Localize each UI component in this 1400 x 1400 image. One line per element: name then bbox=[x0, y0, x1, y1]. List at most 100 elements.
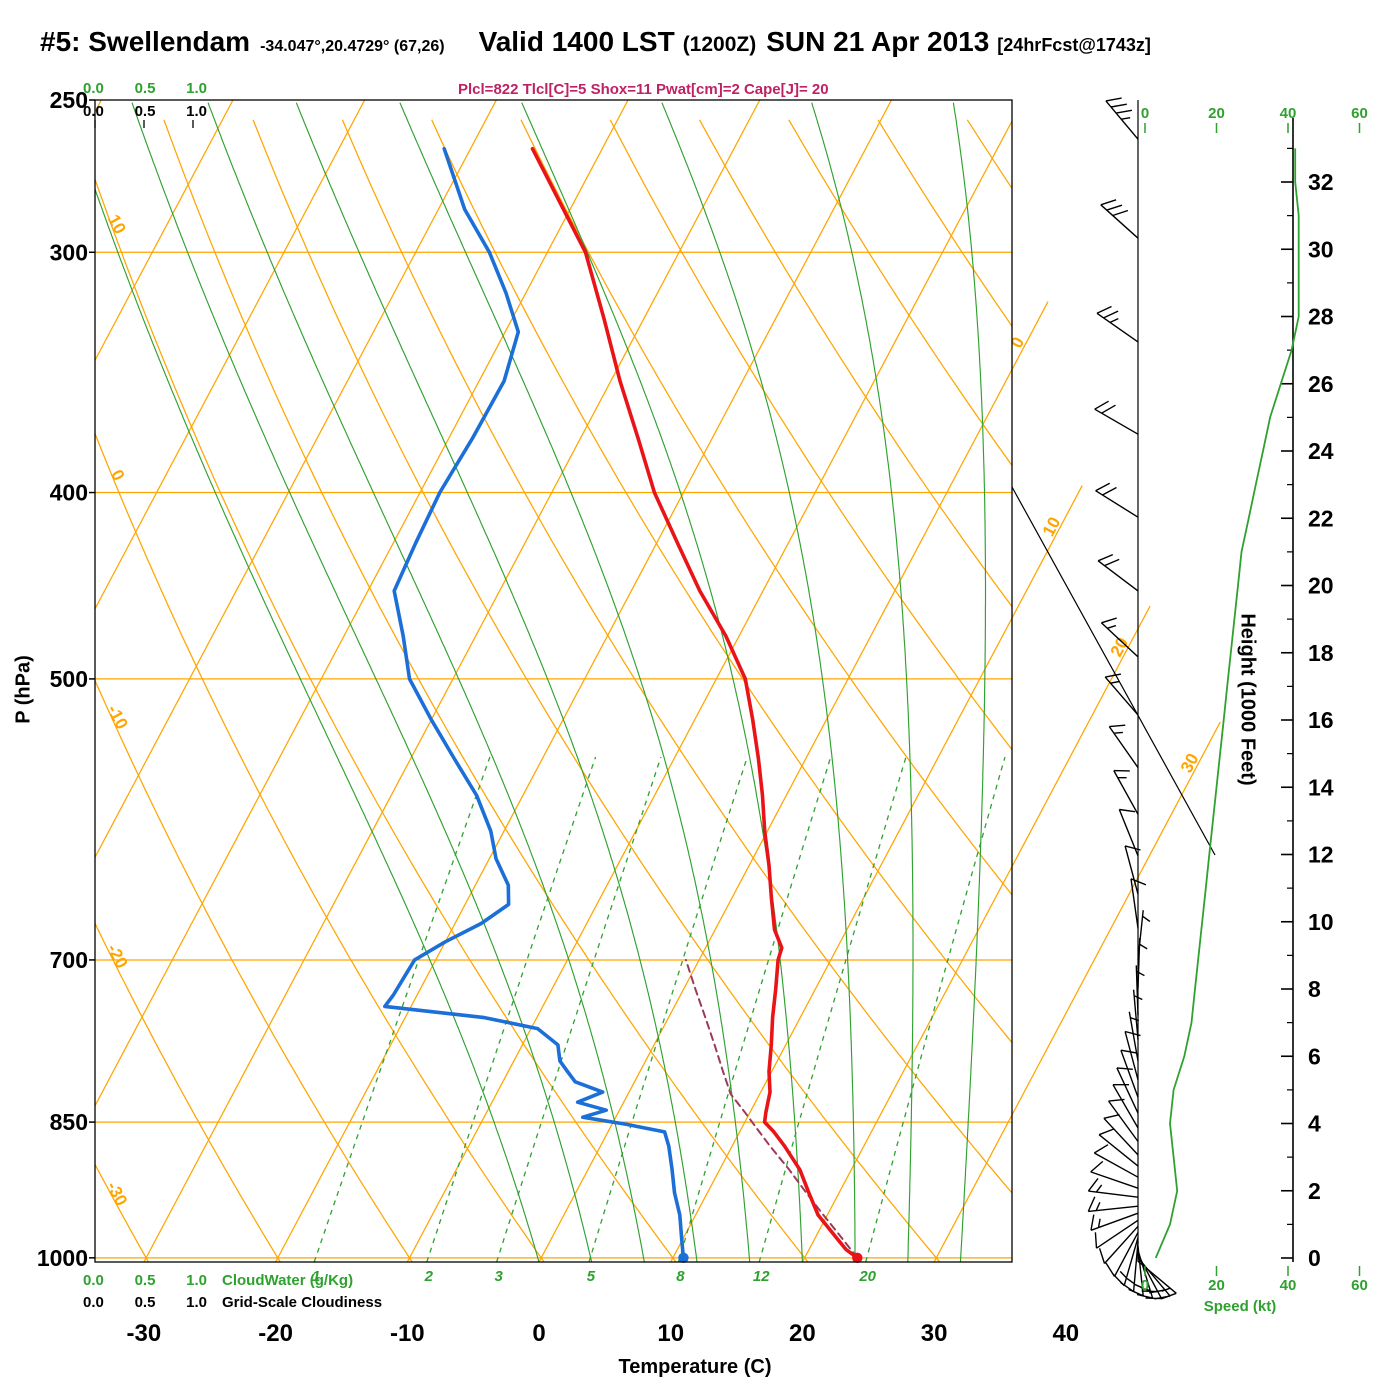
cloudiness-scale-top: 0.0 0.5 1.0 bbox=[83, 103, 207, 120]
wind-barb bbox=[1090, 1212, 1139, 1231]
moist-adiabat-line bbox=[952, 102, 987, 1262]
isotherm-line bbox=[801, 865, 1012, 1262]
wind-barb bbox=[1087, 1177, 1139, 1198]
moist-adiabat-line bbox=[521, 102, 803, 1262]
speed-tick-label: 20 bbox=[1208, 105, 1225, 122]
wind-barb bbox=[1132, 989, 1143, 1040]
moist-adiabat-line bbox=[131, 102, 593, 1262]
speed-tick-label: 0 bbox=[1141, 1277, 1149, 1294]
wind-barb bbox=[1100, 617, 1139, 658]
cloudiness-axis-label: Grid-Scale Cloudiness bbox=[222, 1294, 383, 1311]
height-tick-label: 26 bbox=[1308, 371, 1334, 397]
wind-barb bbox=[1124, 845, 1141, 895]
mixing-ratio-label: 12 bbox=[753, 1268, 770, 1285]
mixing-ratio-label: 8 bbox=[676, 1268, 685, 1285]
wind-barb bbox=[1090, 1160, 1139, 1189]
dry-adiabat-line bbox=[788, 119, 1012, 467]
cloudiness-scale-bottom: 0.0 0.5 1.0 bbox=[83, 1294, 207, 1311]
wind-barb bbox=[1103, 1114, 1139, 1156]
cloudiness-tick: 0.0 bbox=[83, 103, 104, 120]
height-tick-label: 24 bbox=[1308, 438, 1334, 464]
moist-adiabat-line bbox=[1013, 103, 1076, 1262]
stability-indices-line: Plcl=822 Tlcl[C]=5 Shox=11 Pwat[cm]=2 Ca… bbox=[458, 81, 829, 98]
temperature-tick-label: 10 bbox=[657, 1320, 684, 1347]
mixing-ratio-label: 1 bbox=[312, 1268, 320, 1285]
height-tick-label: 20 bbox=[1308, 573, 1334, 599]
mixing-ratio-label: 3 bbox=[494, 1268, 503, 1285]
temperature-axis: -30 -20 -10 0 10 20 30 40 bbox=[127, 1320, 1080, 1347]
wind-barb bbox=[1094, 1219, 1139, 1249]
height-tick-label: 12 bbox=[1308, 842, 1334, 868]
mixing-ratio-line bbox=[588, 756, 748, 1262]
wind-barb bbox=[1097, 553, 1139, 592]
height-tick-label: 28 bbox=[1308, 304, 1334, 330]
cloudiness-tick: 0.5 bbox=[134, 103, 156, 120]
wind-barb bbox=[1105, 97, 1139, 140]
wind-barb bbox=[1108, 724, 1139, 769]
valid-zulu: (1200Z) bbox=[682, 33, 757, 56]
pressure-tick-label: 1000 bbox=[37, 1245, 88, 1271]
pressure-tick-label: 400 bbox=[50, 480, 88, 506]
wind-barb bbox=[1100, 199, 1139, 239]
wind-barb bbox=[1128, 1011, 1140, 1062]
speed-tick-label: 0 bbox=[1141, 105, 1149, 122]
plot-frame bbox=[94, 99, 1013, 1263]
surface-temperature-dot bbox=[852, 1252, 863, 1264]
dry-adiabat-label: -10 bbox=[103, 702, 131, 733]
dry-adiabat-line bbox=[1146, 120, 1400, 1262]
pressure-tick-label: 250 bbox=[50, 87, 88, 113]
pressure-tick-label: 850 bbox=[50, 1109, 88, 1135]
cloudwater-tick: 1.0 bbox=[186, 1272, 207, 1289]
isotherm-line bbox=[538, 368, 1012, 1262]
mixing-ratio-label: 5 bbox=[587, 1268, 596, 1285]
temperature-tick-label: -10 bbox=[390, 1320, 425, 1347]
height-tick-label: 32 bbox=[1308, 169, 1334, 195]
valid-date: SUN 21 Apr 2013 bbox=[766, 26, 990, 57]
mixing-ratio-line bbox=[677, 756, 832, 1262]
isotherm-extension-line bbox=[1011, 721, 1221, 1116]
mixing-ratio-line bbox=[758, 756, 907, 1262]
dry-adiabat-line bbox=[609, 119, 1012, 751]
cloudiness-tick: 0.5 bbox=[134, 1294, 156, 1311]
dry-adiabat-line bbox=[95, 921, 281, 1262]
moist-adiabat-line bbox=[399, 102, 751, 1262]
cloudwater-scale-bottom: 0.0 0.5 1.0 bbox=[83, 1272, 207, 1289]
wind-speed-profile-line bbox=[1154, 148, 1300, 1259]
temperature-tick-label: 40 bbox=[1052, 1320, 1079, 1347]
dry-adiabat-line bbox=[95, 177, 677, 1262]
sounding-profiles bbox=[383, 146, 863, 1264]
dry-adiabat-label: -30 bbox=[103, 1178, 131, 1209]
isotherm-label: 10 bbox=[1039, 514, 1065, 540]
cloud-scale-ticks bbox=[94, 120, 194, 128]
height-tick-label: 22 bbox=[1308, 505, 1334, 531]
wind-barbs bbox=[1087, 97, 1177, 1300]
isotherm-line bbox=[406, 119, 1012, 1262]
isotherm-line bbox=[95, 100, 234, 362]
moist-adiabat-line bbox=[95, 187, 540, 1262]
moist-adiabat-line bbox=[661, 102, 856, 1262]
parcel-ascent-curve bbox=[684, 958, 859, 1259]
cloudwater-tick: 0.5 bbox=[134, 80, 156, 97]
isotherm-label: 0 bbox=[1007, 334, 1028, 351]
dry-adiabat-line bbox=[966, 119, 1012, 190]
dry-adiabat-label: 0 bbox=[107, 467, 128, 484]
pressure-axis: 250 300 400 500 700 850 1000 bbox=[37, 87, 95, 1271]
surface-dewpoint-dot bbox=[678, 1252, 689, 1264]
isotherm-extension-line bbox=[1011, 301, 1049, 370]
dry-adiabat-line bbox=[431, 119, 1012, 1044]
isotherm-label: 20 bbox=[1107, 634, 1133, 660]
speed-axis-title: Speed (kt) bbox=[1203, 1298, 1277, 1315]
temperature-tick-label: -30 bbox=[127, 1320, 162, 1347]
station-title: #5: Swellendam bbox=[40, 26, 251, 57]
wind-barb bbox=[1098, 1128, 1139, 1167]
dry-adiabat-line bbox=[95, 431, 545, 1262]
skewt-background bbox=[95, 100, 1400, 1262]
valid-time: Valid 1400 LST bbox=[478, 26, 675, 57]
mixing-ratio-label: 2 bbox=[424, 1268, 434, 1285]
dry-adiabat-line bbox=[341, 119, 1012, 1194]
speed-tick-label: 20 bbox=[1208, 1277, 1225, 1294]
